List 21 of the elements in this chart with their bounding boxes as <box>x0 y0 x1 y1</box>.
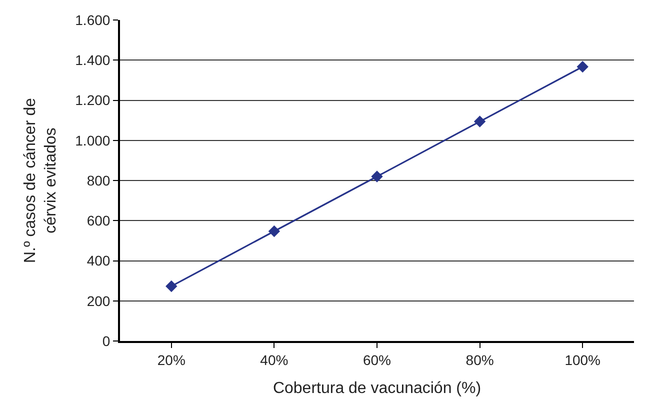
y-tick-label: 1.200 <box>75 92 110 108</box>
x-tick-label: 100% <box>564 352 601 368</box>
y-tick-label: 1.000 <box>75 132 110 148</box>
y-tick-label: 800 <box>86 172 110 188</box>
point <box>166 280 178 292</box>
y-tick-label: 1.600 <box>75 12 110 28</box>
point <box>474 116 486 128</box>
y-tick-label: 0 <box>102 332 110 349</box>
y-tick-label: 600 <box>86 212 110 229</box>
y-tick-label: 400 <box>86 252 110 269</box>
x-tick-label: 60% <box>362 352 392 368</box>
x-tick-label: 40% <box>260 352 288 368</box>
y-tick-label: 200 <box>86 292 110 309</box>
y-tick-label: 1.400 <box>75 52 110 68</box>
point <box>371 170 383 182</box>
point <box>576 60 588 73</box>
x-axis-title: Cobertura de vacunación (%) <box>272 380 482 397</box>
x-tick-label: 20% <box>157 352 186 368</box>
point <box>268 225 280 238</box>
x-tick-label: 80% <box>466 352 494 368</box>
y-axis-title: N.º casos de cáncer de cérvix evitados <box>22 98 60 264</box>
